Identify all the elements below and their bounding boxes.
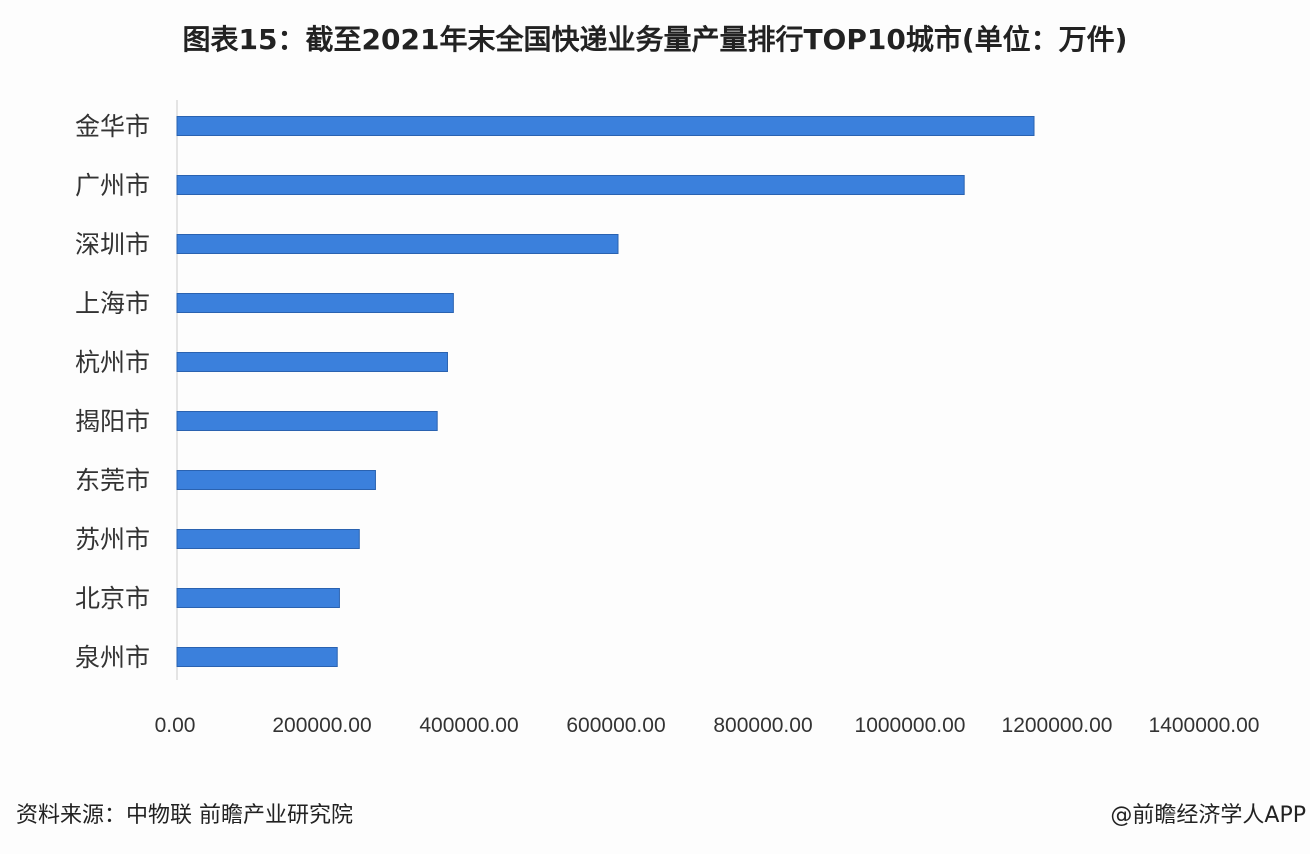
category-label: 杭州市 — [75, 348, 150, 377]
category-label: 上海市 — [75, 289, 150, 318]
x-tick-label: 1200000.00 — [1002, 714, 1113, 737]
bar — [176, 293, 454, 313]
bar — [176, 411, 438, 431]
category-label: 金华市 — [75, 112, 150, 141]
source-note: 资料来源：中物联 前瞻产业研究院 — [16, 803, 353, 828]
x-tick-label: 1000000.00 — [855, 714, 966, 737]
x-tick-label: 600000.00 — [566, 714, 665, 737]
chart-title: 图表15：截至2021年末全国快递业务量产量排行TOP10城市(单位：万件) — [182, 23, 1128, 56]
bar — [176, 529, 360, 549]
x-tick-label: 200000.00 — [272, 714, 371, 737]
category-label: 深圳市 — [75, 230, 150, 259]
bar — [176, 175, 965, 195]
category-label: 北京市 — [75, 584, 150, 613]
x-tick-label: 1400000.00 — [1149, 714, 1260, 737]
bar — [176, 588, 340, 608]
x-tick-label: 800000.00 — [713, 714, 812, 737]
x-tick-label: 400000.00 — [419, 714, 518, 737]
credit-note: @前瞻经济学人APP — [1110, 803, 1306, 828]
bar — [176, 234, 619, 254]
bar — [176, 116, 1035, 136]
bar — [176, 470, 376, 490]
category-label: 广州市 — [75, 171, 150, 200]
category-label: 东莞市 — [75, 466, 150, 495]
bar — [176, 352, 448, 372]
category-label: 揭阳市 — [75, 407, 150, 436]
category-label: 泉州市 — [75, 643, 150, 672]
bar — [176, 647, 338, 667]
x-tick-label: 0.00 — [155, 714, 196, 737]
category-label: 苏州市 — [75, 525, 150, 554]
